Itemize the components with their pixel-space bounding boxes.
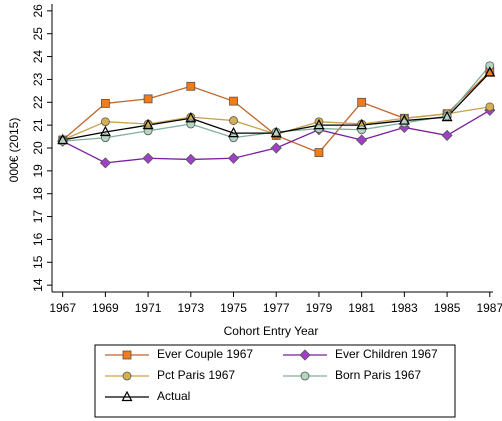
x-tick-label: 1985	[434, 301, 461, 315]
marker	[185, 112, 197, 123]
y-tick-label: 23	[31, 72, 45, 86]
y-tick-label: 24	[31, 50, 45, 64]
y-tick-label: 15	[31, 255, 45, 269]
marker	[300, 371, 310, 381]
y-tick-label: 22	[31, 95, 45, 109]
marker	[398, 114, 410, 125]
x-tick-label: 1967	[49, 301, 76, 315]
marker	[484, 66, 496, 77]
marker	[185, 153, 197, 165]
x-axis-label: Cohort Entry Year	[224, 324, 319, 338]
y-tick-label: 14	[31, 278, 45, 292]
y-axis-label: 000€ (2015)	[7, 118, 21, 183]
legend-label: Ever Children 1967	[335, 347, 438, 361]
marker	[186, 81, 196, 91]
marker	[441, 129, 453, 141]
marker	[357, 125, 367, 135]
marker	[313, 118, 325, 130]
marker	[99, 157, 111, 169]
marker	[228, 126, 240, 138]
marker	[142, 118, 154, 130]
marker	[270, 142, 282, 154]
marker	[270, 126, 282, 138]
x-tick-label: 1969	[92, 301, 119, 315]
x-tick-label: 1983	[391, 301, 418, 315]
marker	[441, 110, 453, 122]
x-tick-label: 1971	[135, 301, 162, 315]
series-line	[62, 70, 491, 154]
y-tick-label: 26	[31, 4, 45, 18]
x-tick-label: 1979	[306, 301, 333, 315]
marker	[122, 371, 132, 381]
marker	[485, 102, 495, 112]
marker	[229, 133, 238, 143]
y-tick-label: 16	[31, 232, 45, 246]
marker	[299, 349, 311, 361]
marker	[100, 117, 110, 127]
y-tick-label: 17	[31, 210, 45, 224]
marker	[99, 125, 111, 137]
marker	[485, 61, 495, 71]
marker	[57, 133, 69, 145]
legend-box	[94, 344, 456, 418]
marker	[143, 94, 153, 104]
marker	[356, 134, 368, 146]
marker	[100, 99, 110, 108]
marker	[357, 97, 367, 107]
marker	[121, 390, 133, 402]
marker	[314, 148, 324, 157]
x-tick-label: 1981	[348, 301, 375, 315]
x-tick-label: 1973	[177, 301, 204, 315]
marker	[227, 152, 240, 164]
y-tick-label: 20	[31, 141, 45, 155]
legend-label: Pct Paris 1967	[157, 368, 235, 382]
marker	[122, 350, 132, 360]
x-tick-label: 1987	[476, 301, 502, 315]
y-tick-label: 21	[31, 118, 45, 132]
marker	[229, 116, 238, 125]
x-tick-label: 1977	[263, 301, 290, 315]
legend-label: Actual	[157, 389, 190, 403]
y-tick-label: 18	[31, 187, 45, 201]
legend-label: Born Paris 1967	[335, 368, 421, 382]
y-tick-label: 19	[31, 164, 45, 178]
legend-label: Ever Couple 1967	[157, 347, 253, 361]
marker	[142, 152, 154, 164]
x-tick-label: 1975	[220, 301, 247, 315]
marker	[356, 118, 368, 130]
marker	[229, 96, 238, 106]
y-tick-label: 25	[31, 27, 45, 41]
